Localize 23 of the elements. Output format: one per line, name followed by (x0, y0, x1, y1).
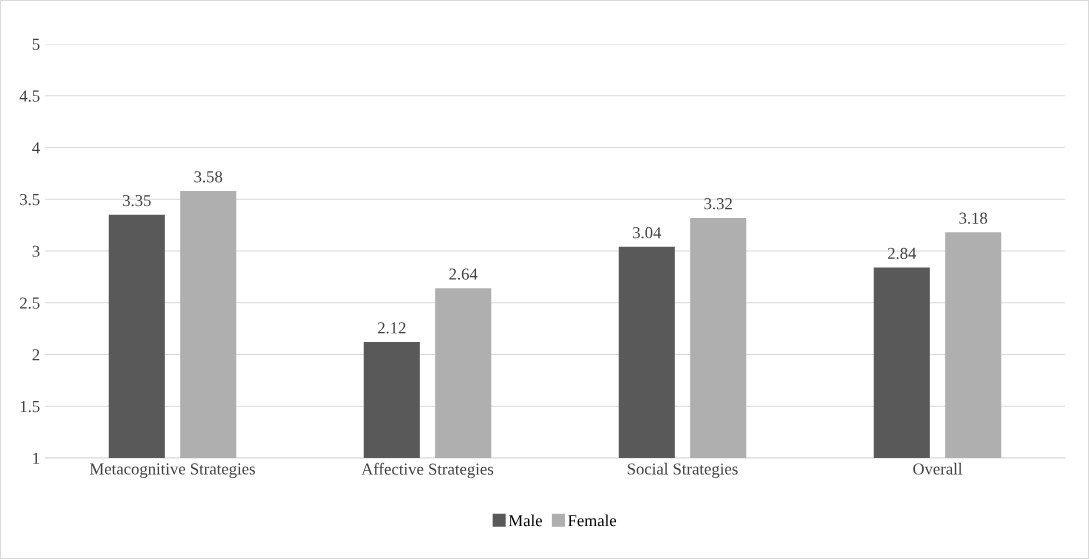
x-tick-label: Metacognitive Strategies (89, 463, 255, 478)
y-tick-label: 1 (33, 452, 40, 464)
y-tick-label: 5 (32, 38, 40, 50)
data-label: 2.64 (449, 268, 478, 280)
x-tick-label: Affective Strategies (361, 462, 494, 479)
data-label: 3.35 (123, 195, 151, 207)
y-tick-label: 2 (32, 349, 40, 361)
legend-label: Female (568, 514, 617, 527)
data-label: 2.84 (887, 247, 917, 260)
data-label: 3.58 (194, 171, 223, 183)
y-tick-label: 4 (32, 142, 40, 154)
y-tick-label: 4.5 (19, 90, 40, 102)
data-label: 2.12 (377, 322, 406, 334)
y-tick-label: 3.5 (20, 194, 40, 206)
data-label: 3.18 (959, 212, 988, 224)
y-tick-label: 2.5 (20, 297, 40, 309)
y-tick-label: 3 (32, 245, 40, 257)
y-tick-label: 1.5 (20, 401, 40, 413)
legend-label: Male (508, 514, 543, 527)
data-label: 3.32 (704, 198, 732, 210)
x-tick-label: Overall (913, 462, 963, 475)
data-label: 3.04 (633, 227, 662, 239)
x-tick-label: Social Strategies (627, 462, 738, 479)
